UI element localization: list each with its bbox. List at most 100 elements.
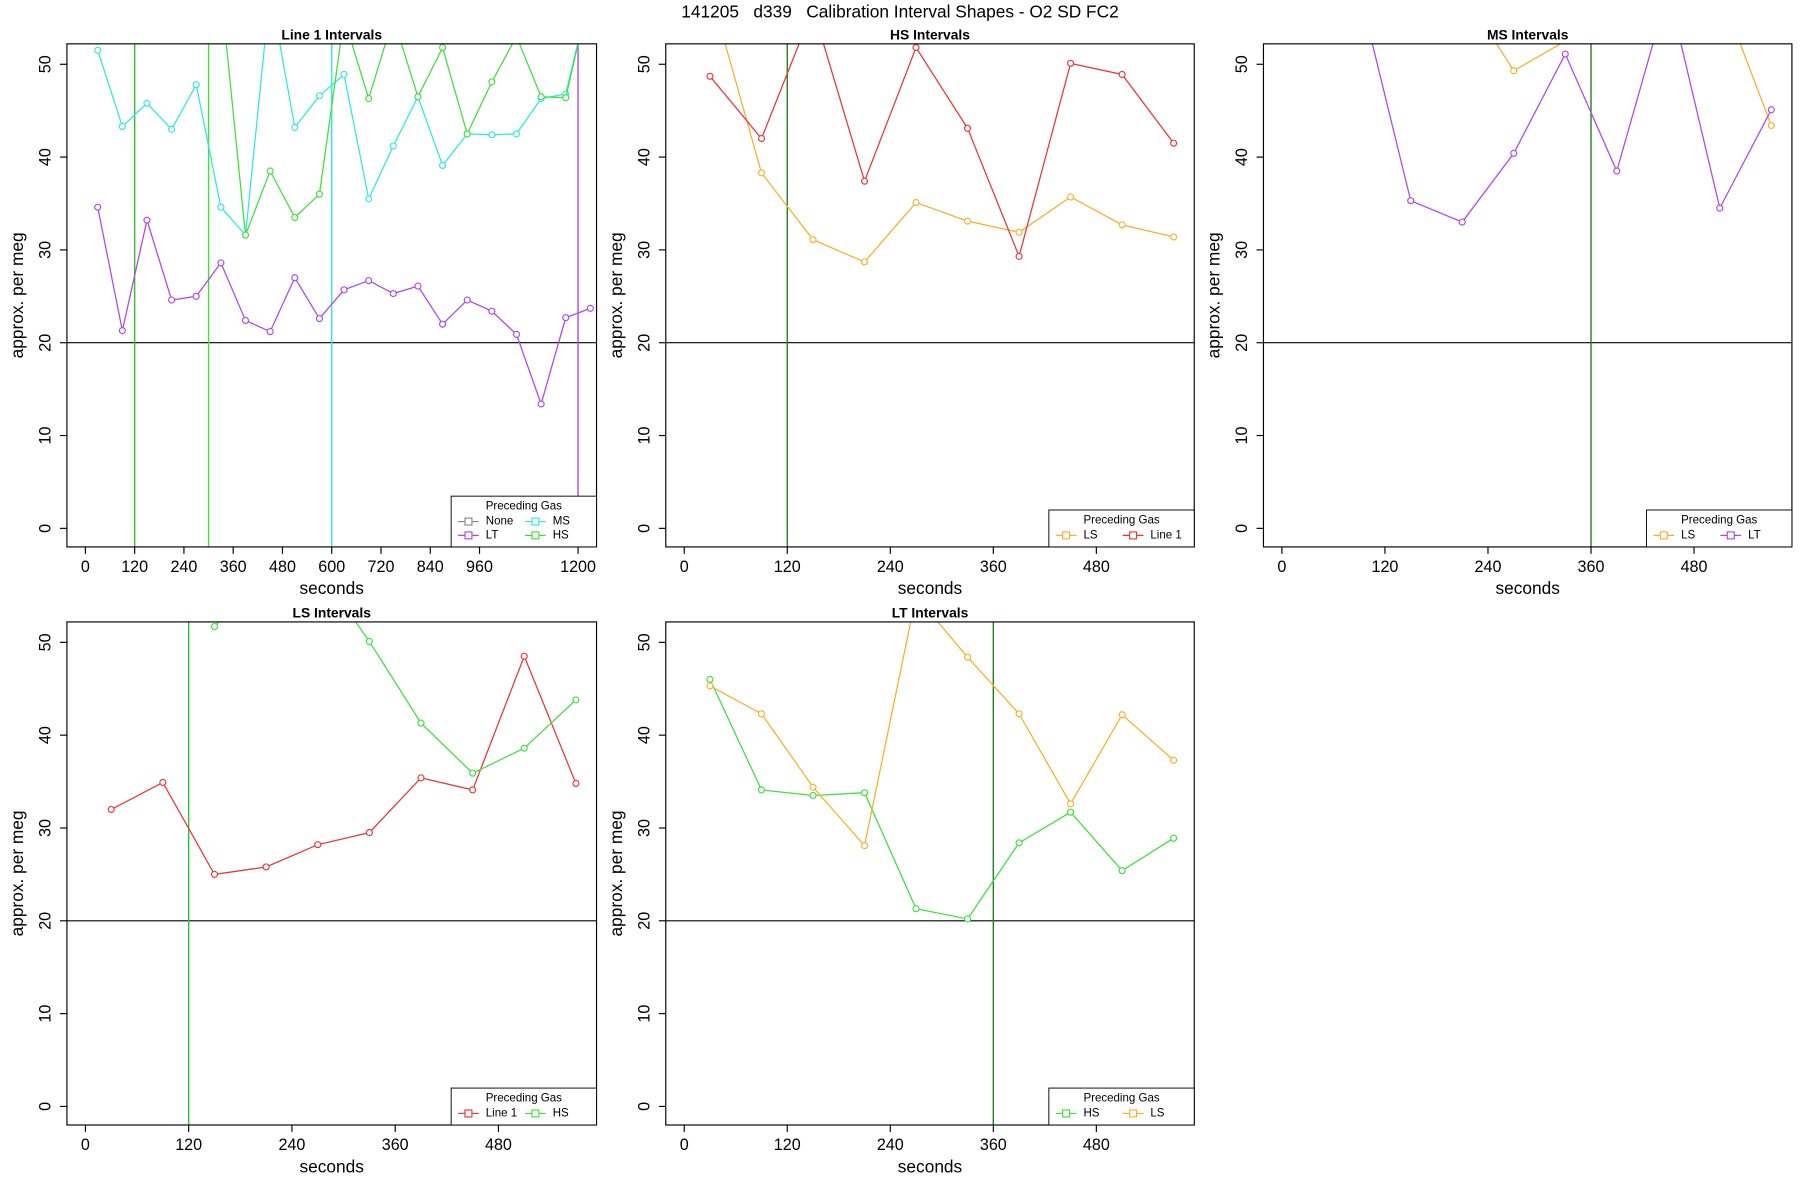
data-point	[417, 719, 425, 727]
panel: LS Intervals seconds approx. per meg 0 120 24…	[7, 605, 598, 1176]
data-point	[118, 327, 126, 335]
x-tick-label: 360	[220, 558, 247, 576]
data-point	[291, 213, 299, 221]
y-tick-label: 40	[36, 726, 54, 744]
x-tick-label: 360	[980, 558, 1007, 576]
y-tick-label: 10	[36, 1005, 54, 1023]
data-point	[439, 161, 447, 170]
data-point	[520, 744, 528, 752]
x-tick-label: 240	[278, 1136, 305, 1154]
panel: HS Intervals seconds approx. per meg 0 120 24…	[606, 26, 1195, 598]
data-point	[94, 203, 102, 211]
panel: LT Intervals seconds approx. per meg 0 120 24…	[606, 605, 1195, 1176]
data-point	[315, 190, 323, 198]
plot-frame	[66, 43, 598, 548]
data-point	[107, 805, 115, 813]
panel-title: LT Intervals	[892, 605, 969, 621]
x-tick-label: 120	[774, 1136, 801, 1154]
y-tick-label: 30	[36, 241, 54, 259]
y-tick-label: 50	[1233, 55, 1251, 73]
y-axis-label: approx. per meg	[7, 810, 27, 936]
data-point	[488, 307, 496, 315]
legend-label: HS	[1083, 1108, 1099, 1120]
data-point	[520, 652, 528, 660]
y-tick-label: 10	[1233, 427, 1251, 445]
data-point	[757, 710, 766, 718]
data-point	[439, 320, 447, 328]
data-point	[706, 72, 714, 80]
x-tick-label: 480	[1681, 558, 1708, 576]
data-point	[1767, 106, 1775, 114]
series-line	[110, 654, 577, 876]
data-point	[217, 203, 225, 211]
data-point	[572, 696, 580, 704]
data-point	[168, 296, 176, 304]
data-point	[414, 93, 422, 101]
data-point	[94, 46, 102, 54]
legend-title: Preceding Gas	[1681, 514, 1757, 526]
plot-area	[66, 43, 597, 547]
data-point	[463, 296, 471, 304]
legend-marker	[1129, 531, 1138, 540]
y-tick-label: 20	[635, 912, 653, 930]
y-tick-label: 30	[36, 819, 54, 837]
data-point	[537, 400, 545, 408]
legend-title: Preceding Gas	[1083, 514, 1159, 526]
data-point	[168, 125, 176, 133]
x-tick-label: 120	[175, 1136, 202, 1154]
data-point	[1067, 800, 1075, 808]
legend-title: Preceding Gas	[486, 1093, 562, 1105]
legend-box	[1048, 509, 1195, 548]
data-point	[365, 195, 373, 203]
data-point	[562, 314, 570, 322]
data-point	[389, 142, 397, 150]
data-point	[159, 778, 167, 787]
data-point	[1170, 834, 1178, 842]
data-point	[439, 43, 447, 52]
y-tick-label: 50	[635, 55, 653, 73]
data-point	[469, 769, 477, 777]
panel: Line 1 Intervals seconds approx. per meg 0 1…	[7, 26, 598, 598]
data-point	[706, 682, 714, 690]
panel-title: Line 1 Intervals	[281, 26, 382, 42]
data-point	[1407, 197, 1415, 205]
y-tick-label: 20	[36, 334, 54, 352]
x-tick-label: 360	[382, 1136, 409, 1154]
plot-area	[1263, 43, 1792, 547]
data-point	[262, 863, 270, 871]
data-point	[315, 92, 323, 100]
data-point	[1767, 121, 1775, 130]
y-tick-label: 0	[36, 1102, 54, 1111]
data-point	[912, 43, 920, 52]
data-point	[512, 330, 521, 338]
legend: Preceding Gas HS LS	[1048, 1087, 1195, 1126]
x-axis-label: seconds	[898, 578, 963, 598]
data-point	[241, 231, 250, 239]
legend-marker	[531, 1109, 540, 1118]
y-tick-label: 30	[635, 241, 653, 259]
data-point	[1015, 252, 1023, 260]
data-point	[414, 282, 422, 290]
y-axis-label: approx. per meg	[1204, 232, 1224, 358]
data-point	[463, 130, 471, 138]
y-tick-label: 30	[1233, 241, 1251, 259]
data-point	[1716, 204, 1724, 212]
data-point	[118, 122, 126, 131]
data-point	[1118, 70, 1126, 79]
x-axis-label: seconds	[898, 1156, 963, 1176]
x-tick-label: 960	[466, 558, 493, 576]
y-tick-label: 40	[635, 148, 653, 166]
y-tick-label: 10	[635, 427, 653, 445]
data-point	[143, 216, 151, 224]
legend-label: LT	[1748, 529, 1761, 541]
legend-label: HS	[553, 529, 569, 541]
data-point	[1458, 218, 1466, 226]
data-point	[562, 94, 570, 102]
x-tick-label: 480	[269, 558, 296, 576]
series-line	[225, 43, 579, 236]
data-point	[469, 786, 477, 794]
data-point	[241, 316, 250, 325]
legend-label: LT	[486, 529, 499, 541]
y-tick-label: 0	[1233, 524, 1251, 533]
data-point	[1170, 139, 1178, 147]
